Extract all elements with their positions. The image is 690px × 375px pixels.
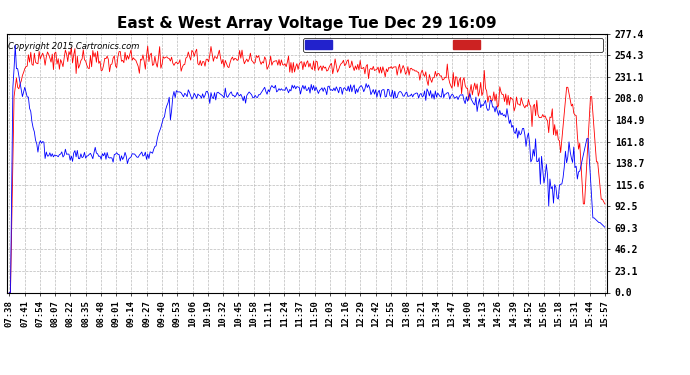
Legend: East Array  (DC Volts), West Array  (DC Volts): East Array (DC Volts), West Array (DC Vo… <box>303 38 602 51</box>
Title: East & West Array Voltage Tue Dec 29 16:09: East & West Array Voltage Tue Dec 29 16:… <box>117 16 497 31</box>
Text: Copyright 2015 Cartronics.com: Copyright 2015 Cartronics.com <box>8 42 139 51</box>
